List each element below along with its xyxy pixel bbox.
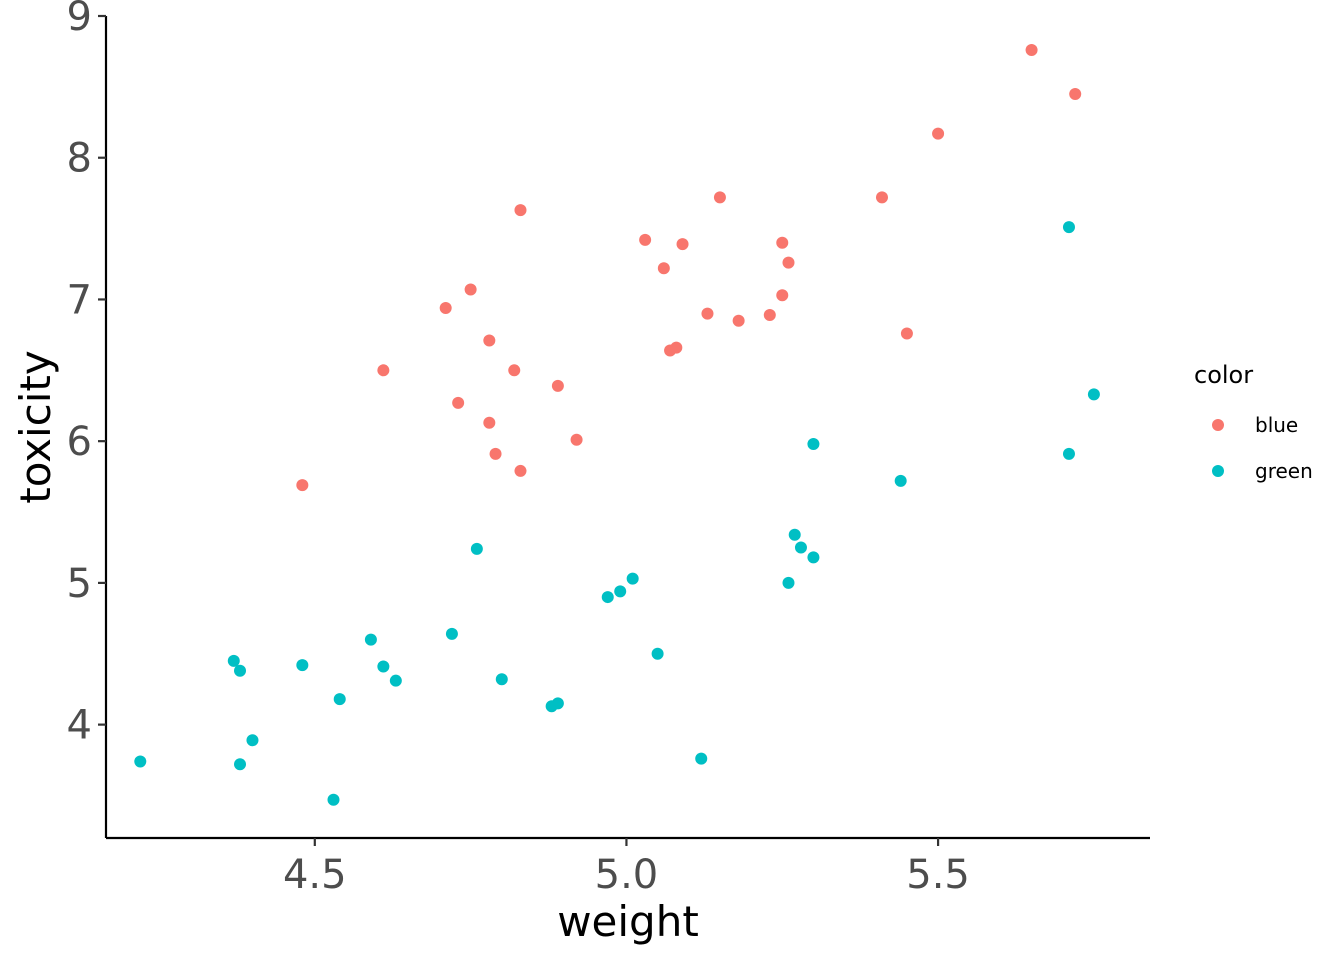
legend: color blue green — [1194, 361, 1313, 483]
point-blue — [514, 464, 527, 477]
x-axis-ticks: 4.5 5.0 5.5 — [283, 838, 970, 898]
point-blue — [570, 433, 583, 446]
point-blue — [514, 204, 527, 217]
point-green — [227, 654, 240, 667]
point-blue — [483, 334, 496, 347]
point-blue — [296, 479, 309, 492]
point-green — [807, 438, 820, 451]
legend-title: color — [1194, 361, 1253, 389]
x-tick-label: 5.5 — [906, 852, 970, 898]
point-green — [894, 474, 907, 487]
point-green — [327, 793, 340, 806]
y-tick-label: 6 — [67, 419, 92, 465]
point-blue — [763, 309, 776, 322]
points-layer — [134, 44, 1100, 806]
point-green — [445, 627, 458, 640]
point-blue — [551, 379, 564, 392]
point-green — [614, 585, 627, 598]
point-blue — [1025, 44, 1038, 57]
point-green — [794, 541, 807, 554]
point-green — [1062, 221, 1075, 234]
point-green — [389, 674, 402, 687]
point-blue — [713, 191, 726, 204]
point-blue — [1069, 87, 1082, 100]
point-green — [1062, 447, 1075, 460]
point-blue — [452, 396, 465, 409]
y-tick-label: 4 — [67, 703, 92, 749]
point-blue — [676, 238, 689, 251]
point-green — [134, 755, 147, 768]
point-green — [601, 591, 614, 604]
point-green — [377, 660, 390, 673]
point-green — [333, 693, 346, 706]
point-green — [364, 633, 377, 646]
legend-label-blue: blue — [1255, 413, 1298, 437]
point-blue — [875, 191, 888, 204]
x-tick-label: 4.5 — [283, 852, 347, 898]
point-blue — [464, 283, 477, 296]
point-green — [246, 734, 259, 747]
point-blue — [776, 289, 789, 302]
point-blue — [377, 364, 390, 377]
legend-label-green: green — [1255, 459, 1313, 483]
point-green — [651, 647, 664, 660]
point-blue — [900, 327, 913, 340]
point-green — [495, 673, 508, 686]
point-blue — [439, 301, 452, 314]
point-green — [234, 664, 247, 677]
point-green — [807, 551, 820, 564]
point-blue — [508, 364, 521, 377]
point-blue — [776, 236, 789, 249]
point-green — [470, 542, 483, 555]
point-green — [296, 659, 309, 672]
x-axis-title: weight — [557, 897, 699, 946]
y-tick-label: 5 — [67, 561, 92, 607]
point-blue — [782, 256, 795, 269]
point-blue — [701, 307, 714, 320]
point-blue — [483, 416, 496, 429]
y-tick-label: 7 — [67, 277, 92, 323]
point-green — [234, 758, 247, 771]
x-tick-label: 5.0 — [595, 852, 659, 898]
point-green — [788, 528, 801, 541]
y-axis-ticks: 4 5 6 7 8 9 — [67, 0, 106, 749]
point-blue — [732, 314, 745, 327]
point-green — [695, 752, 708, 765]
point-green — [551, 697, 564, 710]
point-blue — [639, 233, 652, 246]
point-green — [782, 576, 795, 589]
point-green — [626, 572, 639, 585]
y-tick-label: 9 — [67, 0, 92, 40]
y-tick-label: 8 — [67, 136, 92, 182]
point-blue — [489, 447, 502, 460]
y-axis-title: toxicity — [11, 350, 60, 503]
point-green — [1087, 388, 1100, 401]
legend-key-green — [1212, 465, 1224, 477]
point-blue — [932, 127, 945, 140]
legend-key-blue — [1212, 419, 1224, 431]
point-blue — [657, 262, 670, 275]
point-blue — [670, 341, 683, 354]
